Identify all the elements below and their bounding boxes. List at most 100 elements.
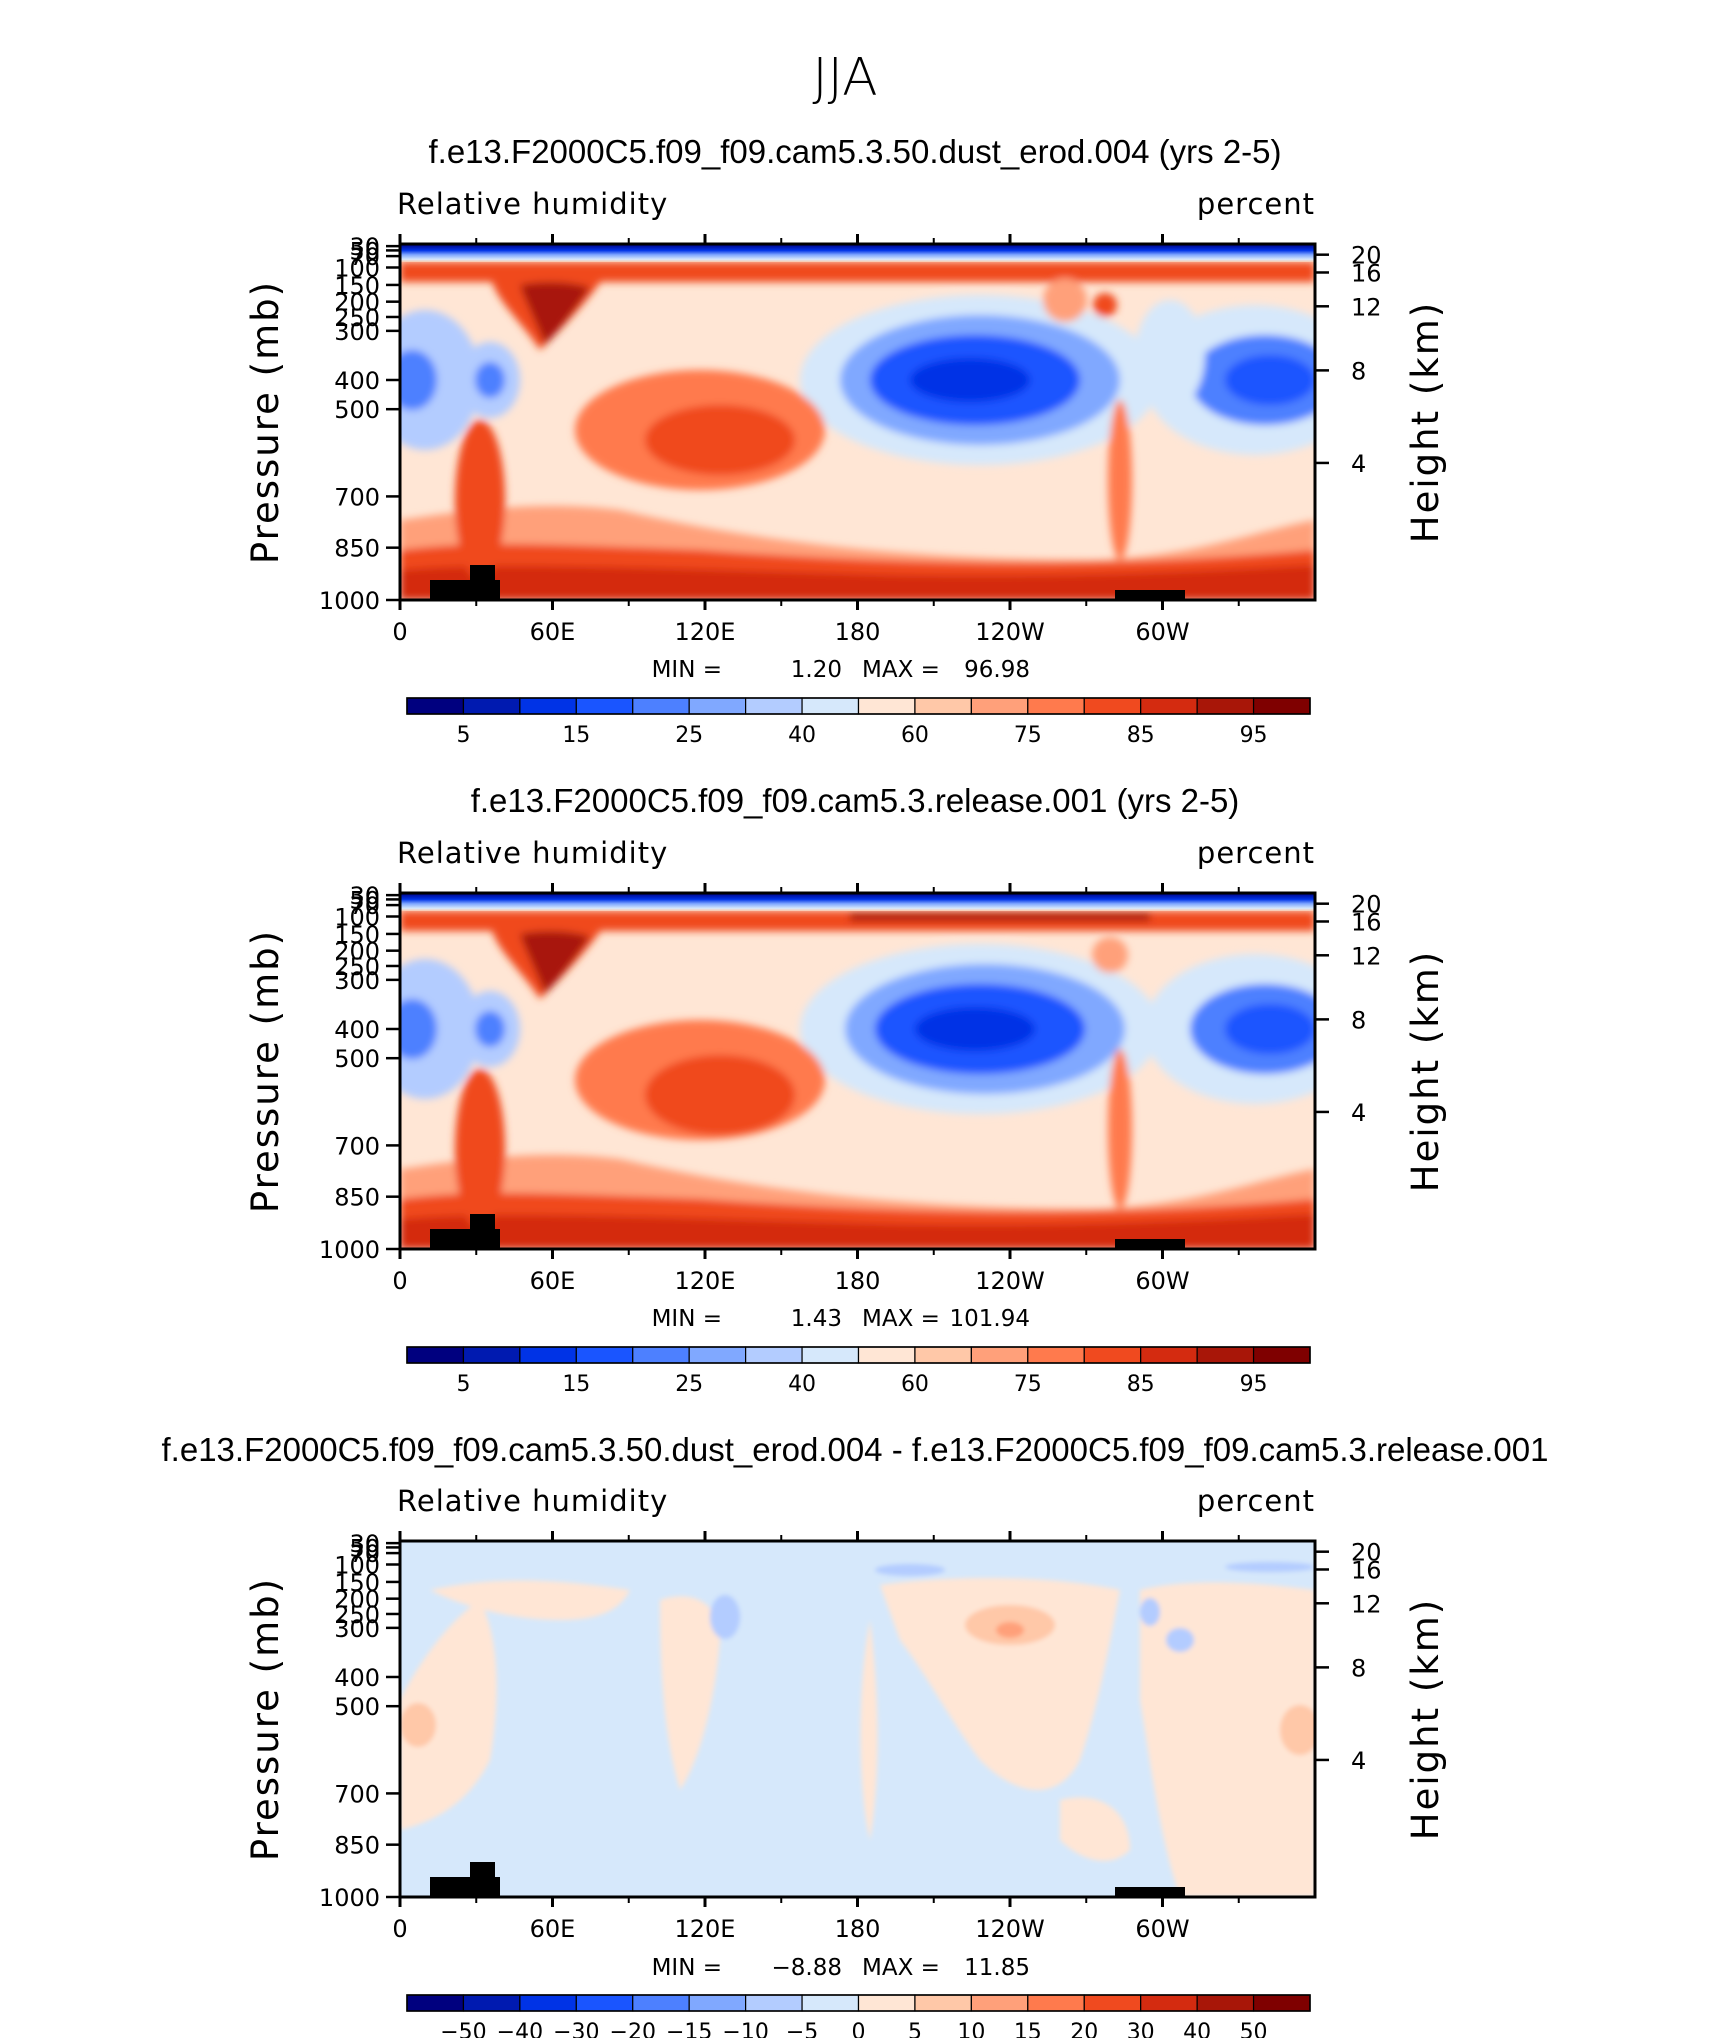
colorbar-box [519, 697, 577, 715]
colorbar-box [857, 1994, 916, 2012]
height-tick-label: 4 [1351, 1099, 1366, 1127]
panel-1-variable-label: Relative humidity [397, 187, 668, 221]
panel-3-min-value: −8.88 [772, 1955, 842, 1981]
height-tick-label: 16 [1351, 908, 1382, 936]
colorbar-label: 95 [1240, 1372, 1268, 1397]
panel-3-ylabel-left: Pressure (mb) [244, 1577, 287, 1861]
colorbar-box [1027, 697, 1085, 715]
colorbar-label: 15 [562, 723, 590, 748]
height-tick-label: 8 [1351, 1654, 1366, 1682]
x-tick-label: 120E [675, 618, 736, 646]
pressure-tick-label: 250 [334, 953, 380, 981]
colorbar-box [462, 1994, 521, 2012]
colorbar-box [914, 697, 972, 715]
panel-1: f.e13.F2000C5.f09_f09.cam5.3.50.dust_ero… [244, 133, 1447, 748]
colorbar-label: 40 [1183, 2020, 1211, 2038]
colorbar-label: −10 [722, 2020, 768, 2038]
colorbar-box [1083, 1994, 1142, 2012]
colorbar-box [406, 697, 465, 715]
height-tick-label: 20 [1351, 1539, 1382, 1567]
colorbar-label: 40 [788, 723, 816, 748]
pressure-tick-label: 70 [349, 243, 380, 271]
colorbar-label: −20 [610, 2020, 656, 2038]
colorbar-box [519, 1994, 577, 2012]
colorbar-label: 60 [901, 1372, 929, 1397]
panel-1-ylabel-left: Pressure (mb) [244, 280, 287, 564]
panel-1-max-value: 96.98 [964, 657, 1030, 683]
colorbar-box [632, 697, 690, 715]
panel-1-title: f.e13.F2000C5.f09_f09.cam5.3.50.dust_ero… [428, 133, 1281, 170]
colorbar-box [745, 697, 803, 715]
panel-1-min-label: MIN = [652, 657, 722, 683]
pressure-tick-label: 300 [334, 318, 380, 346]
colorbar-box [1083, 697, 1142, 715]
pressure-tick-label: 1000 [319, 587, 380, 615]
pressure-tick-label: 30 [349, 233, 380, 261]
colorbar-label: 5 [456, 1372, 470, 1397]
colorbar-box [1252, 1346, 1311, 1364]
colorbar-label: 20 [1070, 2020, 1098, 2038]
pressure-tick-label: 500 [334, 1693, 380, 1721]
colorbar-frame [406, 1346, 1311, 1364]
panel-3-max-label: MAX = [862, 1955, 940, 1981]
x-tick-label: 60W [1135, 1915, 1189, 1943]
colorbar-box [1252, 697, 1311, 715]
colorbar-box [519, 1346, 577, 1364]
colorbar-label: −50 [440, 2020, 486, 2038]
pressure-tick-label: 200 [334, 938, 380, 966]
x-tick-label: 120W [975, 618, 1045, 646]
colorbar-label: 60 [901, 723, 929, 748]
colorbar-box [857, 697, 916, 715]
x-tick-label: 120W [975, 1267, 1045, 1295]
pressure-tick-label: 1000 [319, 1236, 380, 1264]
colorbar-box [632, 1994, 690, 2012]
height-tick-label: 12 [1351, 942, 1382, 970]
colorbar-box [801, 1346, 860, 1364]
x-tick-label: 60E [530, 1267, 576, 1295]
colorbar-box [1140, 1994, 1198, 2012]
colorbar-label: 0 [852, 2020, 866, 2038]
colorbar-box [801, 1994, 860, 2012]
pressure-tick-label: 70 [349, 892, 380, 920]
panel-3-min-label: MIN = [652, 1955, 722, 1981]
colorbar-box [1196, 1994, 1255, 2012]
colorbar-label: 25 [675, 723, 703, 748]
colorbar-box [857, 1346, 916, 1364]
colorbar-box [801, 697, 860, 715]
x-tick-label: 60E [530, 1915, 576, 1943]
x-tick-label: 120W [975, 1915, 1045, 1943]
panel-2-max-label: MAX = [862, 1306, 940, 1332]
pressure-tick-label: 850 [334, 1832, 380, 1860]
height-tick-label: 20 [1351, 242, 1382, 270]
colorbar-box [462, 1346, 521, 1364]
pressure-tick-label: 70 [349, 1540, 380, 1568]
colorbar-label: 5 [908, 2020, 922, 2038]
x-tick-label: 180 [835, 1915, 881, 1943]
x-tick-label: 0 [392, 618, 407, 646]
colorbar-frame [406, 1994, 1311, 2012]
colorbar-box [406, 1346, 465, 1364]
figure-title: JJA [812, 48, 877, 108]
panel-2-colorbar: 5 15 25 40 60 75 85 95 [406, 1346, 1311, 1397]
panel-2-ylabel-left: Pressure (mb) [244, 929, 287, 1213]
panel-3-contour-field [400, 1541, 1315, 1897]
colorbar-box [970, 1346, 1029, 1364]
colorbar-box [1196, 697, 1255, 715]
panel-2-min-label: MIN = [652, 1306, 722, 1332]
height-tick-label: 20 [1351, 891, 1382, 919]
colorbar-label: 85 [1127, 723, 1155, 748]
x-tick-label: 60W [1135, 1267, 1189, 1295]
colorbar-label: −5 [786, 2020, 818, 2038]
colorbar-box [462, 697, 521, 715]
panel-1-max-label: MAX = [862, 657, 940, 683]
colorbar-box [914, 1994, 972, 2012]
panel-2-units-label: percent [1197, 836, 1315, 870]
colorbar-label: 5 [456, 723, 470, 748]
pressure-tick-label: 400 [334, 1664, 380, 1692]
panel-3-units-label: percent [1197, 1484, 1315, 1518]
panel-2: f.e13.F2000C5.f09_f09.cam5.3.release.001… [244, 782, 1447, 1397]
x-tick-label: 180 [835, 618, 881, 646]
panel-2-min-value: 1.43 [791, 1306, 842, 1332]
x-tick-label: 120E [675, 1915, 736, 1943]
colorbar-box [1027, 1346, 1085, 1364]
